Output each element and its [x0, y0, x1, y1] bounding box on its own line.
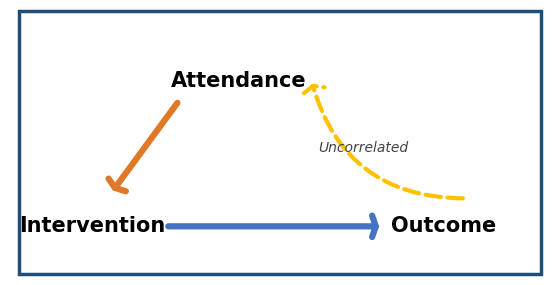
Text: Outcome: Outcome — [391, 216, 497, 236]
Text: Attendance: Attendance — [171, 71, 306, 91]
Text: Intervention: Intervention — [19, 216, 165, 236]
Text: Uncorrelated: Uncorrelated — [318, 141, 408, 155]
